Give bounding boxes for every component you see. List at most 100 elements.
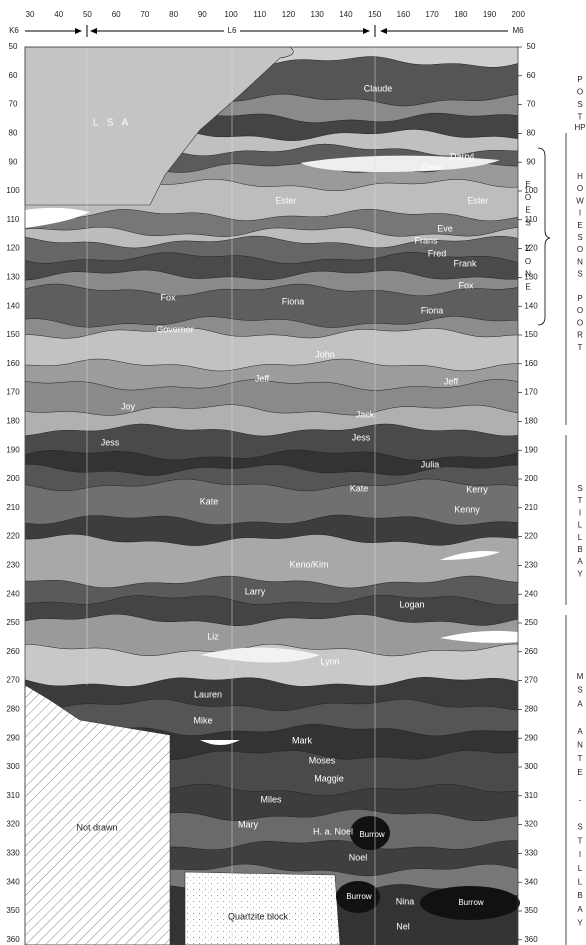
square-label: L6 (228, 26, 237, 35)
lens (200, 740, 240, 745)
unit-label: Kate (200, 496, 219, 506)
unit-label: Jack (356, 409, 375, 419)
unit-label: Not drawn (76, 822, 117, 832)
quartzite-block (184, 871, 341, 945)
depth-label: 150 (524, 330, 538, 339)
unit-label: Frank (453, 258, 477, 268)
unit-label: Eve (437, 223, 453, 233)
depth-label: 350 (524, 906, 538, 915)
depth-label: 300 (524, 762, 538, 771)
depth-label: 250 (524, 618, 538, 627)
depth-label: 180 (6, 417, 20, 426)
depth-label: 280 (524, 705, 538, 714)
depth-label: 330 (524, 849, 538, 858)
depth-label: 260 (524, 647, 538, 656)
zone-label: MSA ANTE - STILLBAY (576, 672, 585, 932)
unit-label: Larry (245, 586, 266, 596)
depth-label: 120 (6, 244, 20, 253)
zone-label: HP (574, 123, 585, 132)
depth-label: 290 (524, 733, 538, 742)
depth-label: 280 (6, 705, 20, 714)
depth-label: 120 (524, 244, 538, 253)
unit-label: Kenny (454, 504, 480, 514)
zone-label: POST (576, 75, 585, 125)
label-bg (510, 26, 526, 36)
depth-label: 220 (6, 532, 20, 541)
depth-label: 290 (6, 733, 20, 742)
unit-label: Nina (396, 896, 415, 906)
label-bg (224, 26, 240, 36)
unit-label: Ester (467, 195, 488, 205)
unit-label: Jess (352, 432, 371, 442)
unit-label: Miles (260, 794, 282, 804)
unit-label: Noel (349, 852, 368, 862)
depth-label: 150 (6, 330, 20, 339)
depth-label: 90 (9, 157, 18, 166)
unit-label: Maggie (314, 773, 344, 783)
top-axis-label: 150 (368, 10, 382, 19)
unit-label: Fiona (282, 296, 305, 306)
top-axis-label: 110 (253, 10, 266, 19)
unit-label: Keno/Kim (289, 559, 328, 569)
label-bg (6, 26, 22, 36)
depth-label: 210 (524, 503, 538, 512)
depth-label: 360 (6, 935, 20, 944)
depth-label: 340 (6, 877, 20, 886)
depth-label: 230 (524, 561, 538, 570)
arrowhead (380, 28, 387, 34)
unit-label: Frans (414, 235, 438, 245)
not-drawn-area (24, 684, 171, 945)
lens (440, 630, 518, 643)
depth-label: 160 (524, 359, 538, 368)
depth-label: 70 (527, 100, 536, 109)
depth-label: 170 (524, 388, 538, 397)
top-axis-label: 90 (198, 10, 207, 19)
top-axis-label: 50 (83, 10, 92, 19)
depth-label: 250 (6, 618, 20, 627)
top-axis-label: 180 (454, 10, 468, 19)
unit-label: John (315, 349, 335, 359)
unit-label: Logan (399, 599, 424, 609)
top-axis-label: 80 (169, 10, 178, 19)
depth-label: 100 (6, 186, 20, 195)
burrow (420, 886, 520, 920)
depth-label: 100 (524, 186, 538, 195)
depth-label: 270 (6, 676, 20, 685)
depth-label: 230 (6, 561, 20, 570)
depth-label: 340 (524, 877, 538, 886)
depth-label: 70 (9, 100, 18, 109)
unit-label: Claude (364, 83, 393, 93)
arrowhead (363, 28, 370, 34)
unit-label: Deon (421, 162, 443, 172)
depth-label: 240 (524, 589, 538, 598)
unit-label: Julia (421, 459, 440, 469)
depth-label: 170 (6, 388, 20, 397)
unit-label: Lauren (194, 689, 222, 699)
depth-label: 310 (524, 791, 538, 800)
unit-label: Lynn (320, 656, 339, 666)
zone-label: STILLBAY (576, 484, 585, 582)
depth-label: 220 (524, 532, 538, 541)
unit-label: Kerry (466, 484, 488, 494)
top-axis-label: 30 (26, 10, 35, 19)
top-axis-label: 60 (112, 10, 121, 19)
unit-label: Burrow (458, 898, 484, 907)
depth-label: 330 (6, 849, 20, 858)
unit-label: Liz (207, 631, 219, 641)
depth-label: 360 (524, 935, 538, 944)
lens (200, 647, 320, 663)
depth-label: 80 (527, 129, 536, 138)
unit-label: Mary (238, 819, 258, 829)
depth-label: 50 (527, 42, 536, 51)
top-axis-label: 130 (311, 10, 325, 19)
depth-label: 160 (6, 359, 20, 368)
top-axis-label: 70 (140, 10, 149, 19)
unit-label: Fred (428, 248, 447, 258)
depth-label: 310 (6, 791, 20, 800)
depth-label: 260 (6, 647, 20, 656)
arrowhead (90, 28, 97, 34)
unit-label: Moses (309, 755, 336, 765)
depth-label: 60 (527, 71, 536, 80)
unit-label: Jess (101, 437, 120, 447)
